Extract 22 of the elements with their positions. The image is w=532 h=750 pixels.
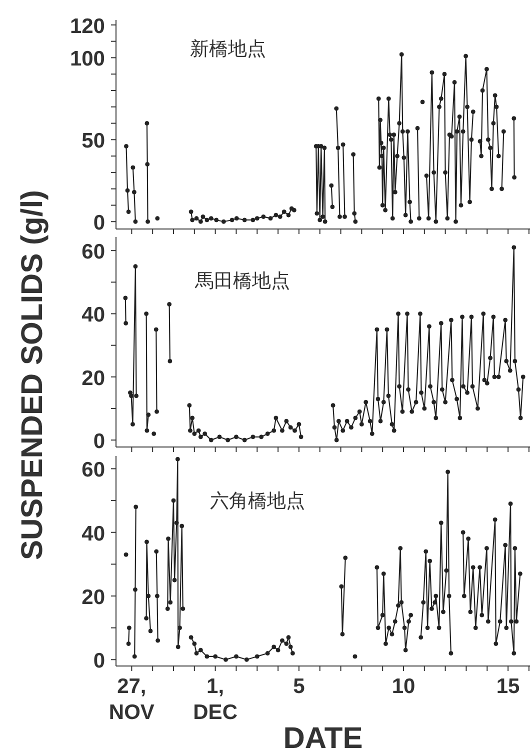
x-tick-label: 1, DEC (193, 675, 238, 724)
text: 馬田橋地点 (195, 269, 290, 294)
y-tick-label: 40 (82, 304, 105, 327)
text: 新橋地点 (190, 37, 266, 62)
x-tick-label: 5 (293, 675, 306, 698)
x-axis-title: DATE (283, 722, 363, 750)
y-tick-label: 50 (82, 130, 105, 153)
y-tick-label: 0 (93, 650, 105, 673)
y-tick-label: 40 (82, 522, 105, 546)
text: 六角橋地点 (210, 489, 305, 514)
y-tick-label: 120 (70, 14, 105, 38)
y-tick-label: 0 (93, 212, 105, 235)
x-tick-label: 10 (392, 675, 416, 698)
y-tick-label: 20 (82, 586, 105, 609)
y-tick-label: 60 (82, 240, 105, 264)
y-axis-title: SUSPENDED SOLIDS (g/l) (16, 190, 49, 560)
x-tick-label: 27, NOV (108, 675, 154, 724)
y-tick-label: 100 (70, 48, 105, 71)
x-tick-label: 15 (496, 675, 520, 698)
y-tick-label: 20 (82, 366, 105, 390)
y-tick-label: 0 (93, 430, 105, 454)
y-tick-label: 60 (82, 458, 105, 482)
